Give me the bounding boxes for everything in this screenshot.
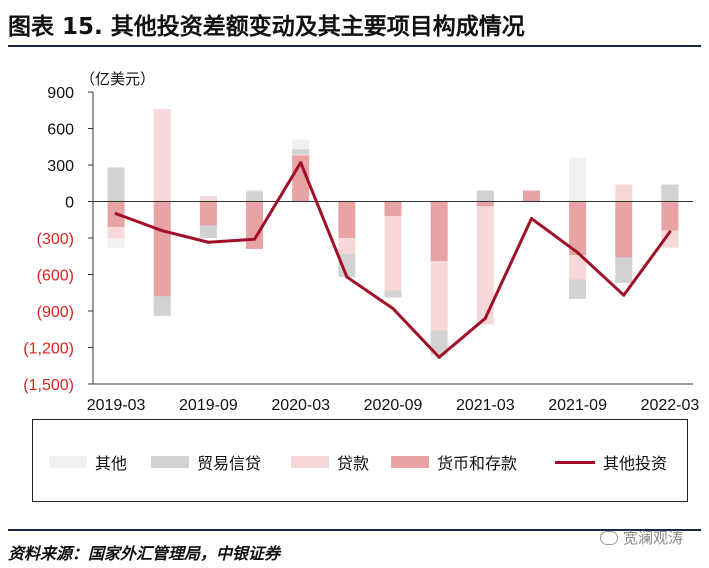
x-tick-label: 2020-03 <box>271 397 330 414</box>
point-other-investment <box>160 229 164 233</box>
point-other-investment <box>622 293 626 297</box>
bar-currency-deposits <box>430 201 448 262</box>
bar-currency-deposits <box>569 201 587 256</box>
watermark: 宽澜观涛 <box>599 527 683 548</box>
bar-loans <box>107 227 125 238</box>
legend-item-other-investment: 其他投资 <box>555 450 667 474</box>
point-other-investment <box>253 237 257 241</box>
bar-loans <box>199 196 217 202</box>
y-tick-label: 900 <box>47 85 74 102</box>
bar-currency-deposits <box>384 201 402 217</box>
x-tick-label: 2020-09 <box>364 397 423 414</box>
bar-currency-deposits <box>199 201 217 226</box>
bar-trade-credit <box>153 296 171 316</box>
legend-label-loans: 贷款 <box>337 454 370 473</box>
chart-area: （亿美元） 900 600 300 0 (300) (600) (900) (1,200) (1,… <box>23 70 700 414</box>
x-tick-label: 2019-03 <box>87 397 146 414</box>
bar-trade-credit <box>384 290 402 298</box>
legend-label-other-investment: 其他投资 <box>603 454 668 473</box>
y-tick-label: 0 <box>65 195 74 212</box>
point-other-investment <box>206 240 210 244</box>
point-other-investment <box>114 212 118 216</box>
bar-loans <box>476 206 494 325</box>
bar-other <box>569 157 587 202</box>
bar-currency-deposits <box>661 201 679 231</box>
bar-trade-credit <box>430 330 448 355</box>
bottom-rule <box>8 529 701 531</box>
watermark-text: 宽澜观涛 <box>622 529 683 547</box>
bar-currency-deposits <box>246 201 264 249</box>
bar-currency-deposits <box>153 201 171 297</box>
legend-item-currency-deposits: 货币和存款 <box>391 450 517 474</box>
point-other-investment <box>529 217 533 221</box>
bar-trade-credit <box>292 149 310 155</box>
bar-other <box>107 238 125 248</box>
y-tick-label: 300 <box>47 158 74 175</box>
legend-label-currency-deposits: 货币和存款 <box>437 454 518 473</box>
bar-currency-deposits <box>522 190 540 202</box>
bar-currency-deposits <box>615 201 633 258</box>
title-rule <box>8 45 701 47</box>
point-other-investment <box>391 307 395 311</box>
y-tick-label: (1,200) <box>23 341 74 358</box>
bar-trade-credit <box>246 191 264 202</box>
bar-loans <box>569 255 587 280</box>
bar-trade-credit <box>199 225 217 238</box>
bar-loans <box>384 216 402 291</box>
legend-swatch-trade-credit <box>151 456 189 468</box>
legend-swatch-loans <box>291 456 329 468</box>
bar-trade-credit <box>476 190 494 202</box>
x-tick-label: 2021-09 <box>548 397 607 414</box>
bar-loans <box>153 109 171 202</box>
point-other-investment <box>668 230 672 234</box>
bar-loans <box>430 261 448 331</box>
y-tick-label: (1,500) <box>23 377 74 394</box>
point-other-investment <box>483 316 487 320</box>
x-tick-label: 2019-09 <box>179 397 238 414</box>
wechat-icon <box>599 530 618 545</box>
x-tick-label: 2022-03 <box>641 397 700 414</box>
bar-trade-credit <box>569 279 587 299</box>
bar-trade-credit <box>661 184 679 202</box>
bar-loans <box>615 184 633 202</box>
source-note: 资料来源：国家外汇管理局，中银证券 <box>8 544 281 563</box>
y-tick-label: (300) <box>37 231 74 248</box>
bar-currency-deposits <box>476 201 494 207</box>
legend-label-trade-credit: 贸易信贷 <box>197 454 262 473</box>
bar-trade-credit <box>338 253 356 277</box>
point-other-investment <box>576 251 580 255</box>
bar-currency-deposits <box>338 201 356 238</box>
bar-trade-credit <box>615 257 633 284</box>
legend-swatch-other-investment <box>555 460 595 464</box>
y-axis-unit-label: （亿美元） <box>80 70 155 88</box>
x-tick-label: 2021-03 <box>456 397 515 414</box>
legend-item-loans: 贷款 <box>291 450 369 474</box>
y-tick-label: 600 <box>47 122 74 139</box>
legend-label-other: 其他 <box>95 454 128 473</box>
legend: 其他 贸易信贷 贷款 货币和存款 其他投资 <box>32 419 688 502</box>
y-tick-label: (600) <box>37 268 74 285</box>
legend-swatch-currency-deposits <box>391 456 429 468</box>
legend-item-other: 其他 <box>49 450 127 474</box>
legend-item-trade-credit: 贸易信贷 <box>151 450 261 474</box>
legend-swatch-other <box>49 456 87 468</box>
point-other-investment <box>299 161 303 165</box>
bar-trade-credit <box>107 167 125 202</box>
bar-loans <box>661 230 679 248</box>
y-tick-label: (900) <box>37 304 74 321</box>
chart-title: 图表 15. 其他投资差额变动及其主要项目构成情况 <box>8 14 525 40</box>
bar-other <box>246 189 264 192</box>
bar-loans <box>338 238 356 254</box>
point-other-investment <box>345 275 349 279</box>
bar-other <box>292 139 310 150</box>
bar-loans <box>292 154 310 156</box>
point-other-investment <box>437 355 441 359</box>
